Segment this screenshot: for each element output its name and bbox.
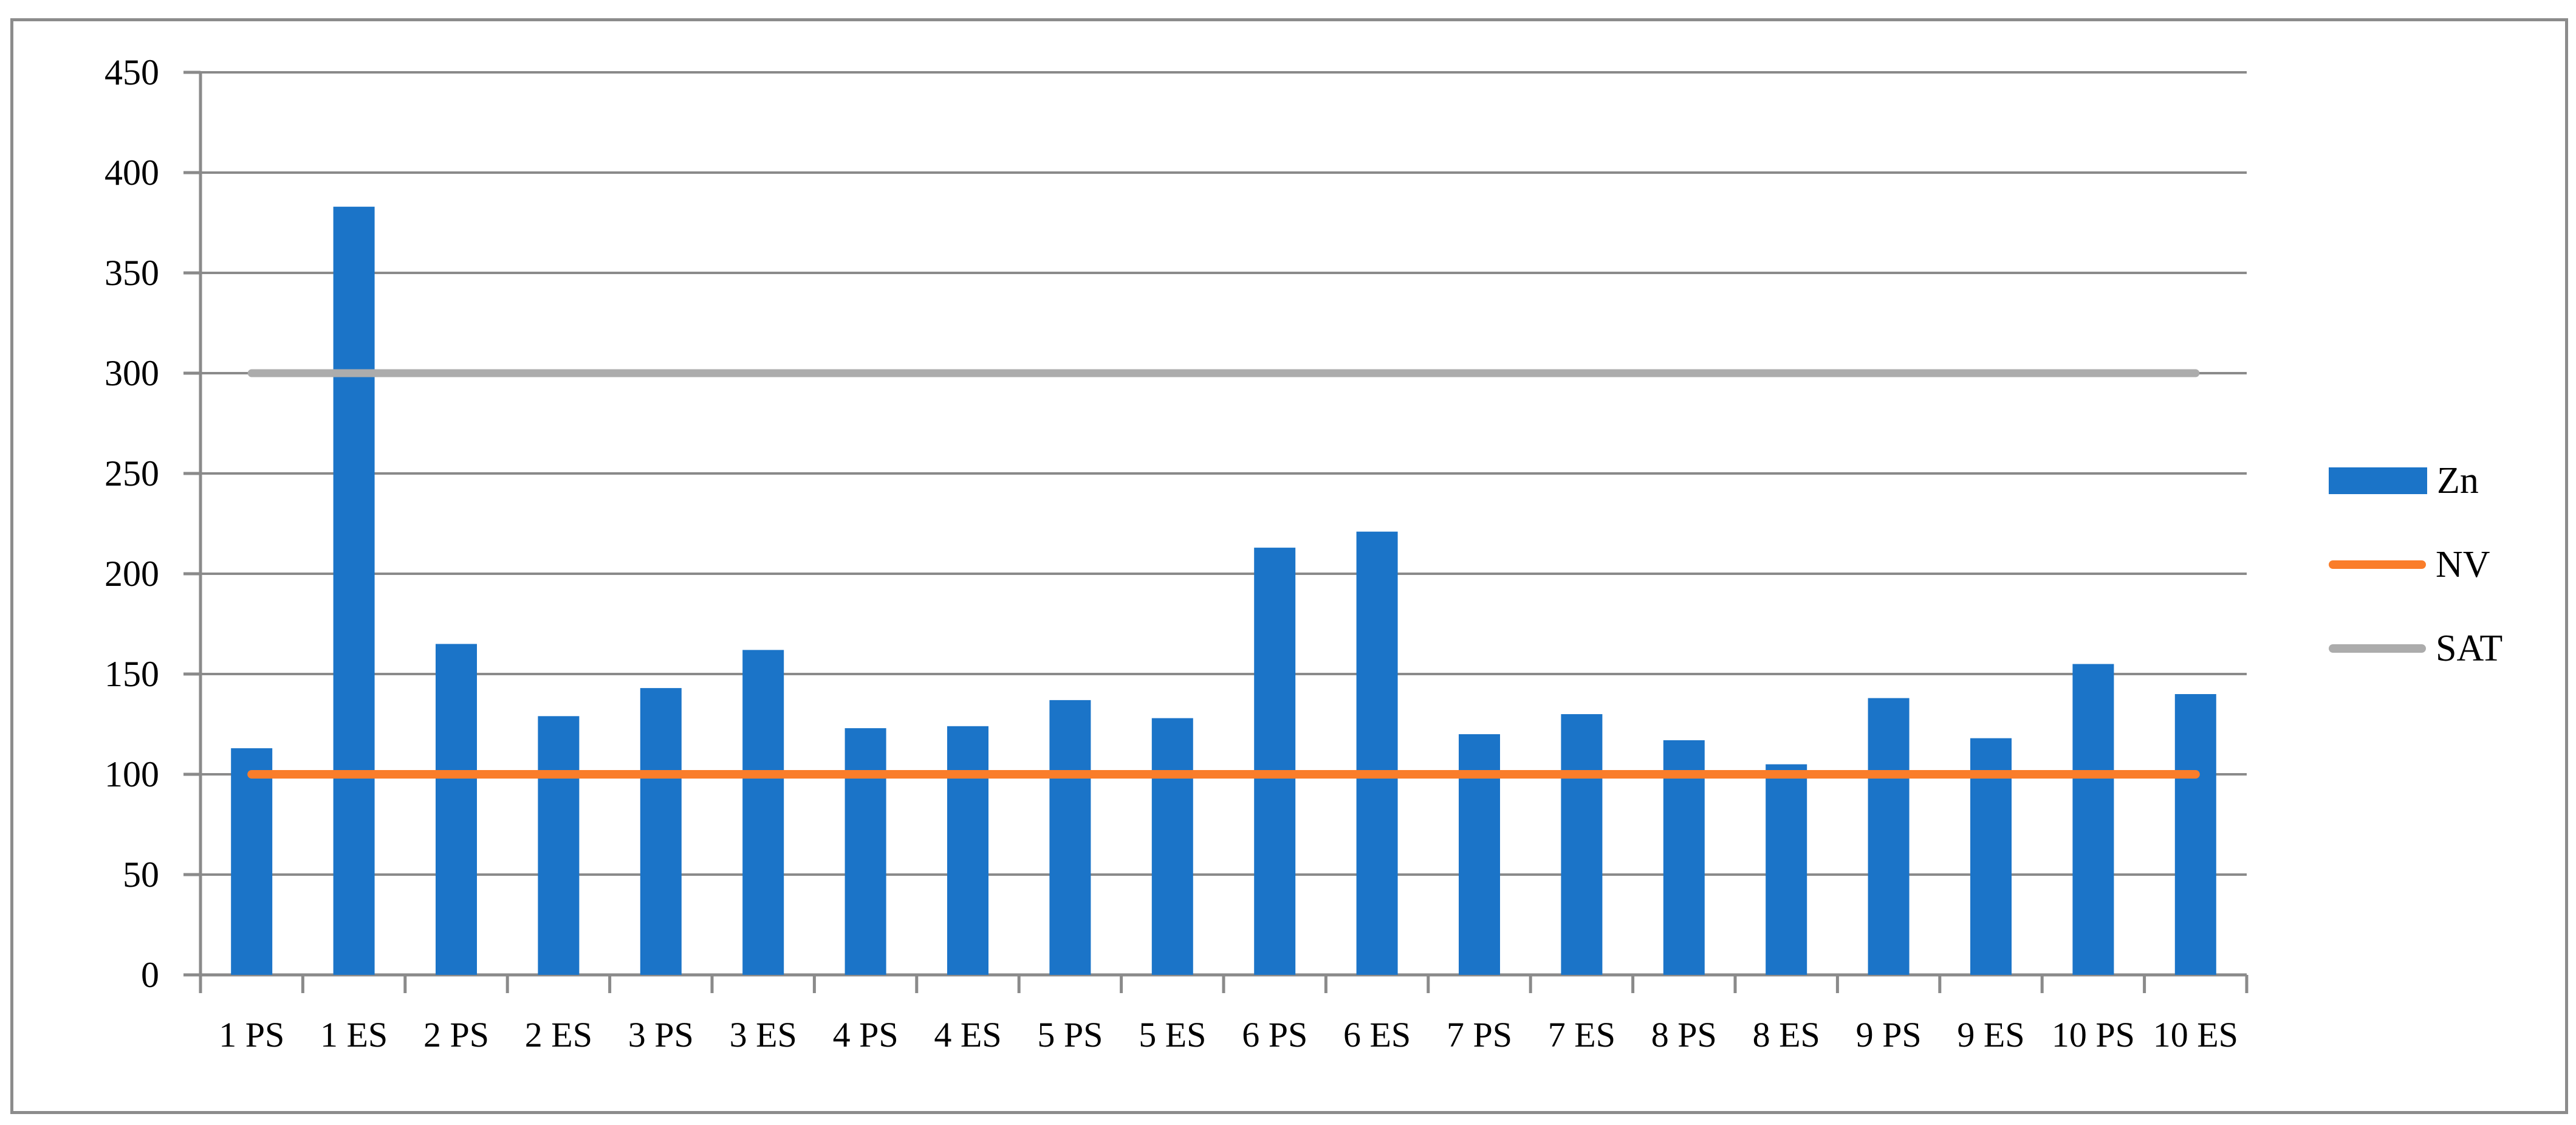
zn-bar-8-ps bbox=[1663, 740, 1705, 975]
zn-bar-3-es bbox=[742, 650, 784, 975]
zn-bar-6-es bbox=[1356, 531, 1398, 975]
zn-bar-1-ps bbox=[231, 748, 273, 975]
x-axis-label-9-es: 9 ES bbox=[1957, 1015, 2024, 1054]
legend-item-zn: Zn bbox=[2329, 455, 2502, 507]
legend-label-nv: NV bbox=[2436, 544, 2490, 585]
x-axis-label-8-ps: 8 PS bbox=[1651, 1015, 1717, 1054]
y-axis-label-50: 50 bbox=[123, 855, 159, 895]
x-axis-label-5-ps: 5 PS bbox=[1037, 1015, 1103, 1054]
y-axis-label-150: 150 bbox=[104, 654, 159, 694]
sat-series-swatch bbox=[2329, 644, 2426, 653]
y-axis-label-350: 350 bbox=[104, 253, 159, 293]
x-axis-label-9-ps: 9 PS bbox=[1856, 1015, 1922, 1054]
zn-bar-9-ps bbox=[1868, 698, 1910, 975]
y-axis-label-300: 300 bbox=[104, 353, 159, 393]
zn-bar-8-es bbox=[1766, 764, 1807, 975]
y-axis-label-200: 200 bbox=[104, 554, 159, 594]
x-axis-label-2-ps: 2 PS bbox=[423, 1015, 489, 1054]
y-axis-label-250: 250 bbox=[104, 453, 159, 494]
x-axis-label-4-ps: 4 PS bbox=[833, 1015, 899, 1054]
zn-bar-4-es bbox=[947, 726, 988, 975]
legend-label-zn: Zn bbox=[2437, 460, 2479, 501]
x-axis-label-8-es: 8 ES bbox=[1753, 1015, 1820, 1054]
legend-label-sat: SAT bbox=[2436, 628, 2503, 669]
x-axis-label-7-ps: 7 PS bbox=[1447, 1015, 1512, 1054]
zn-bar-2-es bbox=[538, 716, 580, 975]
zn-bar-6-ps bbox=[1254, 548, 1296, 975]
y-axis-label-100: 100 bbox=[104, 754, 159, 794]
x-axis-label-10-ps: 10 PS bbox=[2052, 1015, 2135, 1054]
y-axis-label-0: 0 bbox=[141, 955, 159, 995]
legend-item-nv: NV bbox=[2329, 538, 2502, 591]
zn-bar-1-es bbox=[333, 207, 375, 975]
zn-bar-10-ps bbox=[2072, 664, 2114, 975]
nv-series-swatch bbox=[2329, 560, 2426, 569]
y-axis-label-450: 450 bbox=[104, 52, 159, 92]
x-axis-label-6-es: 6 ES bbox=[1343, 1015, 1411, 1054]
x-axis-label-7-es: 7 ES bbox=[1548, 1015, 1615, 1054]
x-axis-label-5-es: 5 ES bbox=[1139, 1015, 1206, 1054]
zn-bar-2-ps bbox=[436, 644, 477, 975]
zn-bar-5-es bbox=[1151, 718, 1193, 975]
x-axis-label-10-es: 10 ES bbox=[2153, 1015, 2238, 1054]
zn-bar-4-ps bbox=[844, 728, 886, 975]
chart-legend: Zn NV SAT bbox=[2329, 455, 2502, 706]
zn-bar-10-es bbox=[2174, 694, 2216, 975]
x-axis-label-3-ps: 3 PS bbox=[628, 1015, 694, 1054]
y-axis-label-400: 400 bbox=[104, 153, 159, 193]
zn-series-swatch bbox=[2329, 467, 2427, 494]
x-axis-label-1-ps: 1 PS bbox=[219, 1015, 284, 1054]
x-axis-label-3-es: 3 ES bbox=[730, 1015, 797, 1054]
zn-bar-7-es bbox=[1561, 714, 1603, 975]
legend-item-sat: SAT bbox=[2329, 622, 2502, 675]
figure-border bbox=[10, 18, 2568, 1114]
x-axis-label-4-es: 4 ES bbox=[934, 1015, 1001, 1054]
x-axis-label-1-es: 1 ES bbox=[320, 1015, 388, 1054]
x-axis-label-6-ps: 6 PS bbox=[1242, 1015, 1307, 1054]
zn-bar-3-ps bbox=[640, 688, 682, 975]
zn-bar-5-ps bbox=[1049, 700, 1091, 975]
x-axis-label-2-es: 2 ES bbox=[525, 1015, 592, 1054]
